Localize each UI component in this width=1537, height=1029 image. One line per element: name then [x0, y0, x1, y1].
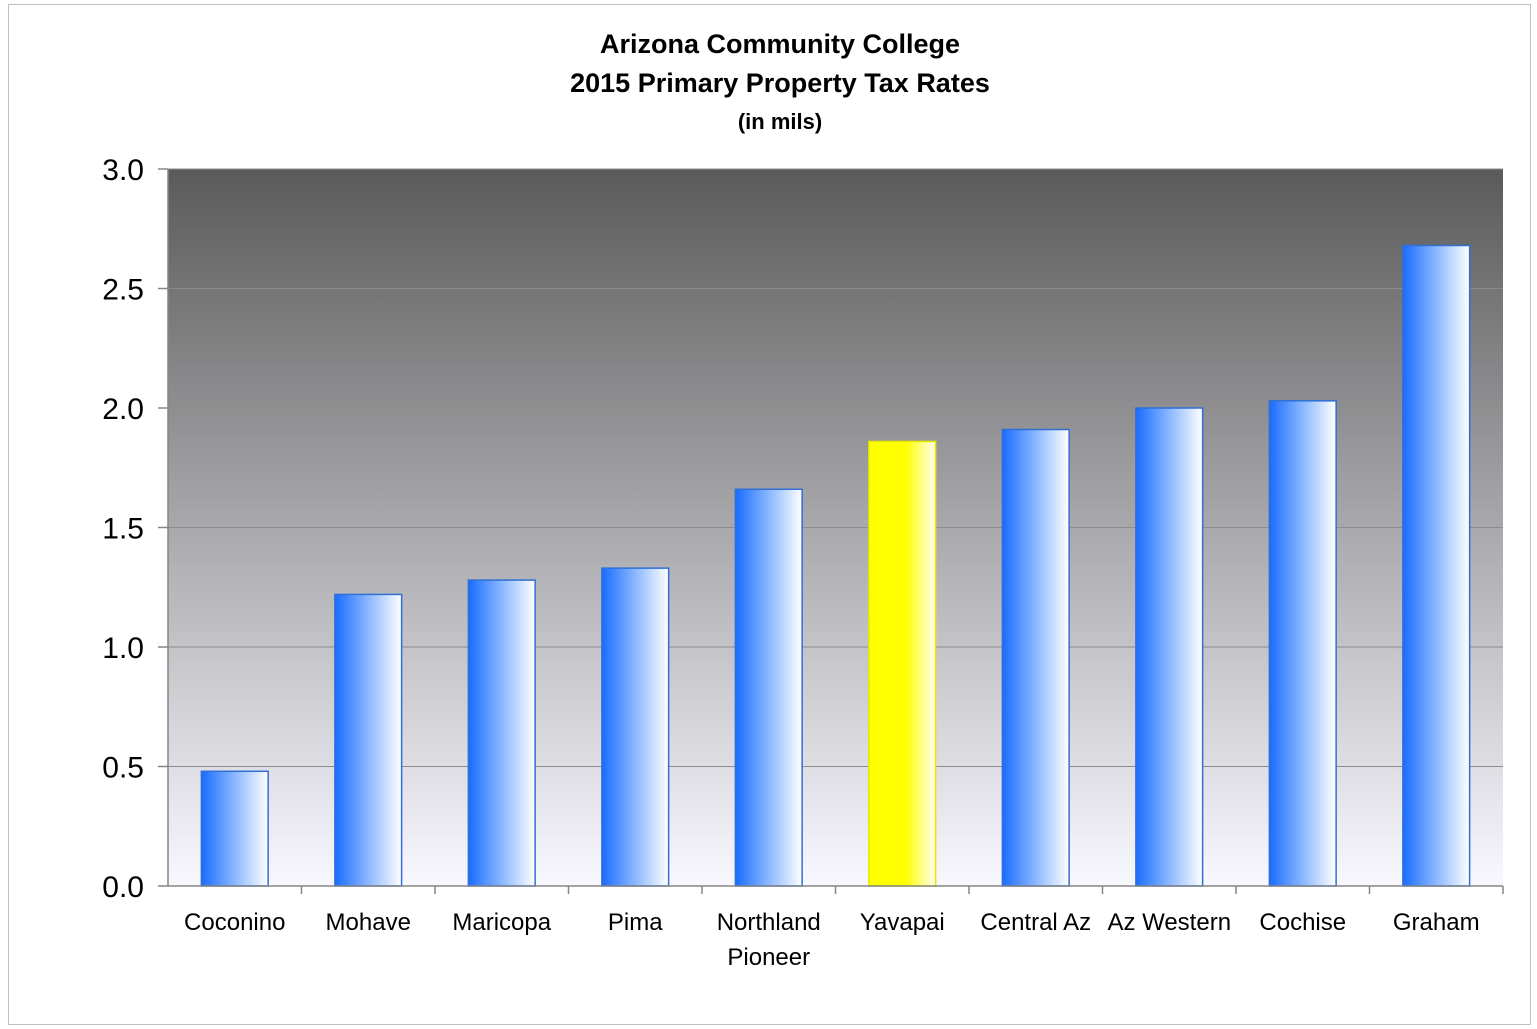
bar: [868, 440, 937, 887]
chart-title-line: 2015 Primary Property Tax Rates: [570, 68, 990, 98]
x-category-label: Graham: [1393, 909, 1480, 936]
bar-chart: Arizona Community College 2015 Primary Pr…: [102, 29, 1504, 971]
bar: [1268, 400, 1337, 887]
bar: [1001, 428, 1070, 887]
bar: [200, 770, 269, 887]
chart-title: Arizona Community College 2015 Primary Pr…: [570, 29, 990, 134]
y-tick-label: 2.5: [102, 274, 144, 307]
x-category-label: Coconino: [184, 909, 285, 936]
x-category-label: Northland: [717, 909, 821, 936]
y-tick-label: 1.5: [102, 513, 144, 546]
x-category-label: Cochise: [1259, 909, 1346, 936]
axes: [158, 168, 1504, 894]
x-category-label: Mohave: [326, 909, 411, 936]
y-axis-tick-labels: 0.0 0.5 1.0 1.5 2.0 2.5 3.0: [102, 154, 144, 904]
y-tick-label: 0.5: [102, 752, 144, 785]
x-category-label: Pima: [608, 909, 663, 936]
bar: [1135, 407, 1204, 887]
x-axis-category-labels: Coconino Mohave Maricopa Pima Northland Pione…: [184, 909, 1480, 971]
bars: [200, 244, 1471, 887]
bar: [467, 579, 536, 887]
y-tick-label: 2.0: [102, 393, 144, 426]
y-tick-label: 3.0: [102, 154, 144, 187]
chart-frame: Arizona Community College 2015 Primary Pr…: [8, 4, 1531, 1025]
x-category-label: Pioneer: [727, 944, 810, 971]
bar: [1402, 244, 1471, 887]
x-category-label: Az Western: [1107, 909, 1231, 936]
bar: [601, 567, 670, 887]
chart-title-line: Arizona Community College: [600, 29, 960, 59]
x-category-label: Maricopa: [452, 909, 551, 936]
bar: [334, 593, 403, 887]
x-category-label: Central Az: [980, 909, 1091, 936]
y-tick-label: 1.0: [102, 632, 144, 665]
chart-subtitle: (in mils): [738, 109, 822, 134]
bar: [734, 488, 803, 887]
x-category-label: Yavapai: [860, 909, 945, 936]
y-tick-label: 0.0: [102, 871, 144, 904]
